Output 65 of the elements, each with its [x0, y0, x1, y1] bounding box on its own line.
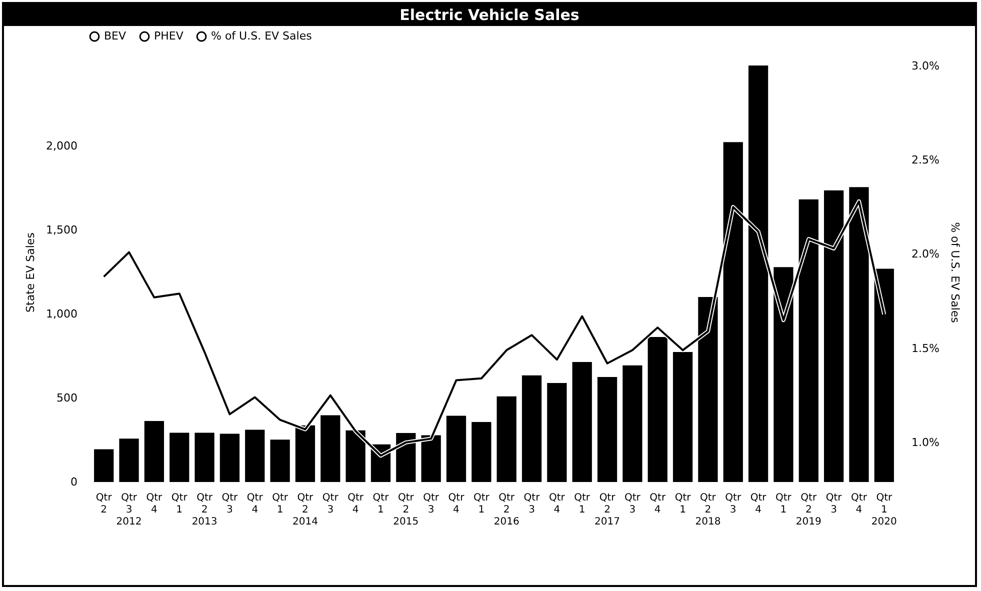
- x-tick-label: Qtr 3 2012: [116, 492, 142, 528]
- x-tick-label: Qtr 1: [574, 492, 591, 516]
- text: PHEV: [154, 30, 184, 43]
- x-tick-label: Qtr 4: [750, 492, 768, 516]
- x-tick-label: Qtr 2 2018: [695, 492, 721, 528]
- y2-tick-label: 1.5%: [912, 342, 940, 355]
- bar: [144, 421, 164, 482]
- y-tick-label: 1,000: [46, 308, 78, 320]
- x-tick-label: Qtr 3: [725, 492, 742, 516]
- y2-axis-title: % of U.S. EV Sales: [948, 222, 962, 324]
- bar: [245, 430, 265, 482]
- x-tick-label: Qtr 1: [272, 492, 289, 516]
- x-tick-label: Qtr 2 2013: [192, 492, 218, 528]
- x-tick-label: Qtr 4: [348, 492, 364, 516]
- bar: [270, 440, 290, 482]
- y2-tick-label: 2.5%: [912, 153, 940, 166]
- x-tick-label: Qtr 4: [146, 492, 164, 516]
- x-tick-label: Qtr 2: [96, 492, 113, 516]
- y2-tick-label: 3.0%: [912, 59, 940, 72]
- bar: [496, 396, 516, 482]
- x-tick-label: Qtr 2 2014: [292, 492, 318, 528]
- x-tick-label: Qtr 1 2020: [871, 492, 897, 528]
- x-tick-label: Qtr 2 2017: [594, 492, 620, 528]
- bar: [220, 434, 240, 482]
- bar: [597, 377, 618, 482]
- x-tick-label: Qtr 4: [650, 492, 666, 516]
- y-axis-title: State EV Sales: [24, 232, 38, 312]
- bar: [522, 375, 542, 482]
- x-tick-label: Qtr 4: [246, 492, 264, 516]
- y-tick-label: 500: [56, 392, 78, 404]
- y2-tick-label: 2.0%: [912, 248, 940, 261]
- x-tick-label: Qtr 3: [524, 492, 541, 516]
- x-tick-label: Qtr 3: [826, 492, 843, 516]
- x-tick-label: Qtr 1: [473, 492, 490, 516]
- x-tick-label: Qtr 1: [776, 492, 792, 516]
- x-tick-label: Qtr 4: [548, 492, 566, 516]
- y-tick-label: 0: [70, 476, 78, 488]
- x-tick-label: Qtr 3: [423, 492, 440, 516]
- x-tick-label: Qtr 2 2015: [393, 492, 419, 528]
- chart-title: Electric Vehicle Sales: [4, 4, 975, 26]
- x-tick-label: Qtr 4: [448, 492, 466, 516]
- bar: [320, 415, 340, 482]
- x-tick-label: Qtr 3: [222, 492, 239, 516]
- x-tick-label: Qtr 2 2019: [796, 492, 822, 528]
- bar: [94, 449, 114, 482]
- bar: [572, 362, 592, 482]
- bar: [194, 432, 214, 482]
- bar: [119, 438, 139, 482]
- bar: [446, 416, 466, 482]
- bar: [622, 365, 642, 482]
- bar: [547, 383, 567, 482]
- y-tick-label: 2,000: [46, 140, 78, 152]
- x-tick-label: Qtr 3: [624, 492, 642, 516]
- x-tick-label: Qtr 3: [322, 492, 340, 516]
- y-tick-label: 1,500: [46, 224, 78, 236]
- y2-tick-label: 1.0%: [912, 436, 940, 449]
- bar: [170, 432, 190, 482]
- bar: [472, 422, 492, 482]
- text: BEV: [104, 30, 126, 43]
- x-tick-label: Qtr 1: [674, 492, 692, 516]
- legend-label: % of U.S. EV Sales: [211, 30, 312, 43]
- x-tick-label: Qtr 1: [372, 492, 390, 516]
- x-tick-label: Qtr 2 2016: [494, 492, 520, 528]
- x-tick-label: Qtr 1: [171, 492, 188, 516]
- x-tick-label: Qtr 4: [851, 492, 868, 516]
